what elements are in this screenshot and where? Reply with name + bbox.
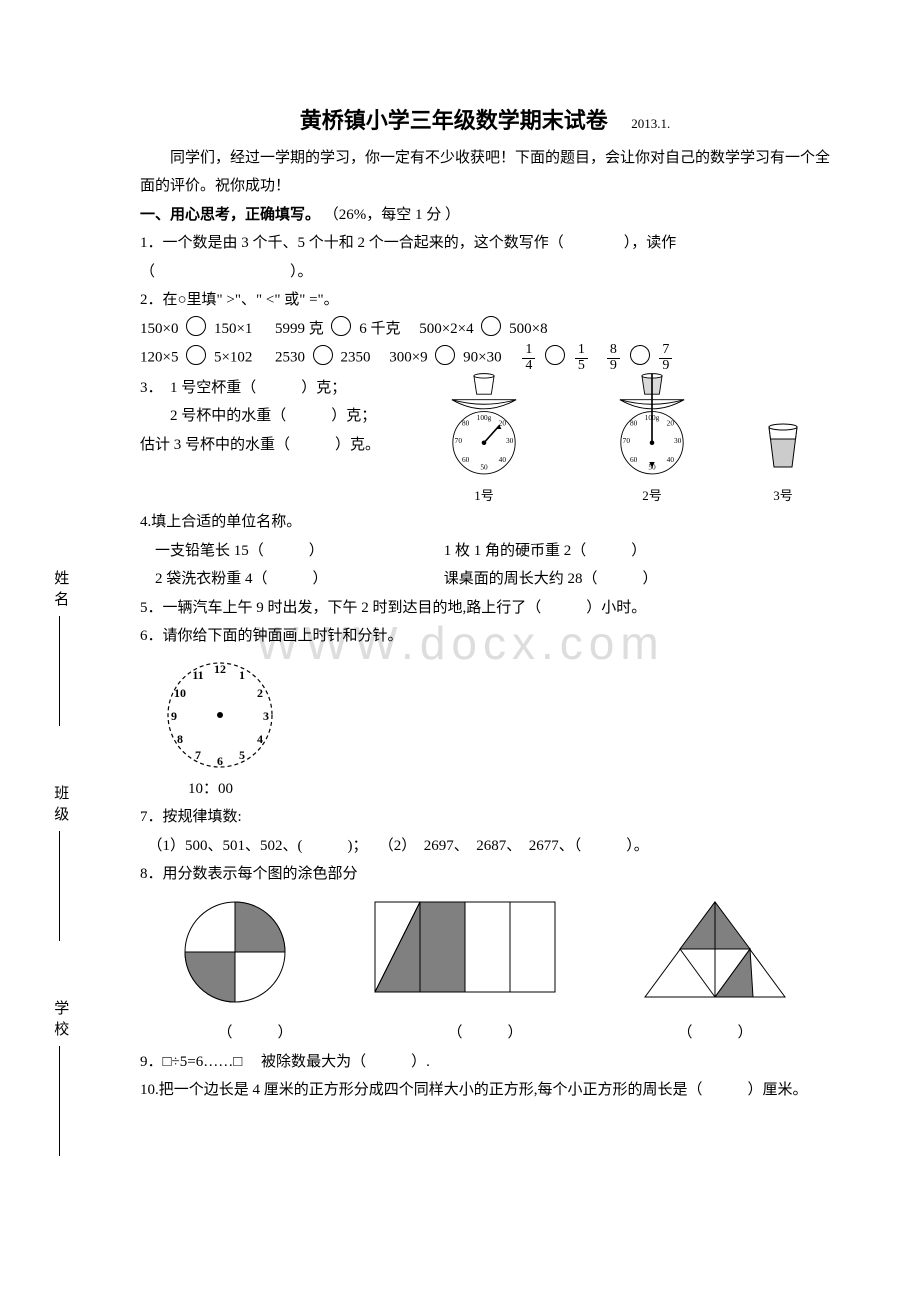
- compare-circle-icon: [186, 345, 206, 365]
- scale-label: 3号: [765, 484, 801, 509]
- q4-item: 1 枚 1 角的硬币重 2（ ）: [444, 543, 647, 559]
- q2-item: 6 千克: [359, 321, 400, 337]
- q2-item: 5999 克: [275, 321, 324, 337]
- q2-item: 500×8: [509, 321, 547, 337]
- q3: 3． 1 号空杯重（ ）克； 2 号杯中的水重（ ）克； 估计 3 号杯中的水重…: [140, 374, 830, 509]
- q2-line2: 120×5 5×102 2530 2350 300×9 90×30 14 15 …: [140, 343, 830, 373]
- fraction: 79: [659, 343, 672, 373]
- svg-text:60: 60: [462, 455, 470, 464]
- svg-text:6: 6: [217, 754, 223, 768]
- svg-text:1: 1: [239, 668, 245, 682]
- compare-circle-icon: [313, 345, 333, 365]
- svg-text:2: 2: [257, 686, 263, 700]
- clock-time-label: 10：00: [188, 775, 830, 804]
- svg-text:80: 80: [462, 418, 470, 427]
- svg-text:5: 5: [239, 748, 245, 762]
- fraction-triangle-icon: [640, 897, 790, 1007]
- compare-circle-icon: [331, 316, 351, 336]
- svg-text:70: 70: [455, 435, 463, 444]
- svg-text:10: 10: [174, 686, 186, 700]
- q8-shapes: [140, 897, 830, 1018]
- clock-icon: 12 1 2 3 4 5 6 7 8 9 10 11: [160, 655, 280, 775]
- svg-text:11: 11: [192, 668, 203, 682]
- svg-text:50: 50: [480, 462, 488, 471]
- q3-line: 2 号杯中的水重（ ）克；: [140, 402, 400, 431]
- svg-text:100g: 100g: [477, 413, 492, 422]
- side-label-class: 班级: [46, 785, 75, 827]
- side-blank-line: [59, 831, 62, 941]
- scale-label: 1号: [429, 484, 539, 509]
- q7-header: 7．按规律填数:: [140, 803, 830, 832]
- side-blank-line: [59, 616, 62, 726]
- q4-item: 2 袋洗衣粉重 4（ ）: [140, 565, 440, 594]
- q2-item: 150×0: [140, 321, 178, 337]
- page-title: 黄桥镇小学三年级数学期末试卷 2013.1.: [140, 100, 830, 142]
- svg-text:4: 4: [257, 732, 263, 746]
- compare-circle-icon: [481, 316, 501, 336]
- section1-header: 一、用心思考，正确填写。: [140, 207, 320, 223]
- svg-text:40: 40: [499, 455, 507, 464]
- q7-b: （2） 2697、 2687、 2677、（ ）。: [379, 838, 649, 854]
- svg-text:70: 70: [623, 435, 631, 444]
- svg-text:30: 30: [506, 435, 514, 444]
- q1: 1．一个数是由 3 个千、5 个十和 2 个一合起来的，这个数写作（ ），读作（…: [140, 229, 830, 286]
- q3-line: 3． 1 号空杯重（ ）克；: [140, 374, 400, 403]
- fraction: 14: [522, 343, 535, 373]
- q5: 5．一辆汽车上午 9 时出发，下午 2 时到达目的地,路上行了（ ）小时。: [140, 594, 830, 623]
- q2-item: 2350: [340, 350, 370, 366]
- svg-text:7: 7: [195, 748, 201, 762]
- title-date: 2013.1.: [631, 116, 670, 131]
- q2-item: 500×2×4: [419, 321, 473, 337]
- intro-text: 同学们，经过一学期的学习，你一定有不少收获吧！下面的题目，会让你对自己的数学学习…: [140, 144, 830, 201]
- scale-label: 2号: [597, 484, 707, 509]
- fraction: 15: [575, 343, 588, 373]
- title-text: 黄桥镇小学三年级数学期末试卷: [300, 108, 608, 133]
- q2-item: 90×30: [463, 350, 501, 366]
- svg-text:3: 3: [263, 709, 269, 723]
- q2-item: 5×102: [214, 350, 252, 366]
- q2-item: 150×1: [214, 321, 252, 337]
- q4-item: 课桌面的周长大约 28（ ）: [444, 571, 658, 587]
- q8-blank: （ ）: [447, 1019, 522, 1048]
- svg-text:20: 20: [667, 418, 675, 427]
- side-labels: 姓名 班级 学校: [45, 260, 75, 1160]
- q2-header: 2．在○里填" >"、" <" 或" ="。: [140, 286, 830, 315]
- q3-line: 估计 3 号杯中的水重（ ）克。: [140, 431, 400, 460]
- fraction: 89: [607, 343, 620, 373]
- q2-item: 300×9: [389, 350, 427, 366]
- side-label-school: 学校: [46, 1000, 75, 1042]
- q2-line1: 150×0 150×1 5999 克 6 千克 500×2×4 500×8: [140, 315, 830, 344]
- fraction-rect-icon: [370, 897, 560, 997]
- q4-item: 一支铅笔长 15（ ）: [140, 537, 440, 566]
- fraction-circle-icon: [180, 897, 290, 1007]
- svg-text:80: 80: [630, 418, 638, 427]
- q8-header: 8．用分数表示每个图的涂色部分: [140, 860, 830, 889]
- q2-item: 120×5: [140, 350, 178, 366]
- scale-icon: 100g 80 20 70 30 60 50 40: [597, 374, 707, 484]
- compare-circle-icon: [630, 345, 650, 365]
- q8-blank: （ ）: [217, 1019, 292, 1048]
- svg-text:40: 40: [667, 455, 675, 464]
- svg-text:8: 8: [177, 732, 183, 746]
- svg-text:9: 9: [171, 709, 177, 723]
- q6-header: 6．请你给下面的钟面画上时针和分针。: [140, 622, 830, 651]
- compare-circle-icon: [545, 345, 565, 365]
- compare-circle-icon: [186, 316, 206, 336]
- cup-icon: [765, 423, 801, 471]
- side-label-name: 姓名: [46, 570, 75, 612]
- q9: 9．□÷5=6……□ 被除数最大为（ ）.: [140, 1048, 830, 1077]
- q4-header: 4.填上合适的单位名称。: [140, 508, 830, 537]
- q10: 10.把一个边长是 4 厘米的正方形分成四个同样大小的正方形,每个小正方形的周长…: [140, 1076, 830, 1105]
- q7-a: （1）500、501、502、( )；: [148, 838, 368, 854]
- svg-text:30: 30: [674, 435, 682, 444]
- scale-icon: 100g 80 20 70 30 60 50 40: [429, 374, 539, 484]
- svg-text:60: 60: [630, 455, 638, 464]
- q8-blank: （ ）: [677, 1019, 752, 1048]
- compare-circle-icon: [435, 345, 455, 365]
- side-blank-line: [59, 1046, 62, 1156]
- q2-item: 2530: [275, 350, 305, 366]
- svg-text:12: 12: [214, 662, 226, 676]
- section1-note: （26%，每空 1 分 ）: [324, 207, 460, 223]
